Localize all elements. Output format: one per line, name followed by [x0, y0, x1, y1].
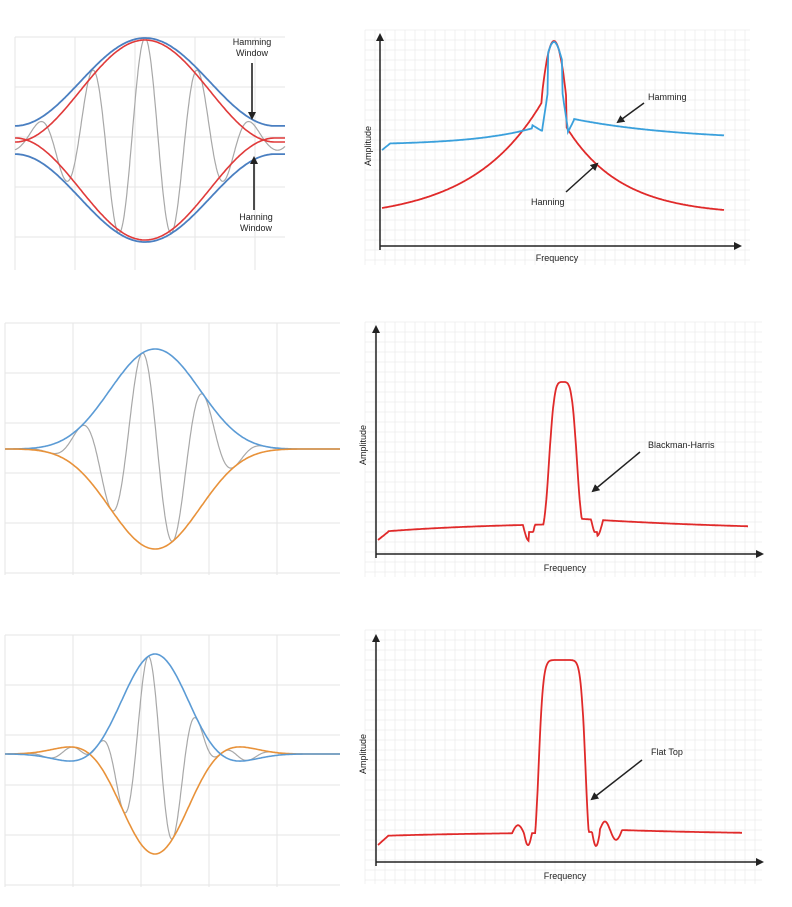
blackman-harris-spectrum-curve — [377, 381, 748, 543]
hanning-spectrum-curve — [381, 40, 725, 211]
windowed-sine-wave — [14, 37, 286, 234]
flat-top-spectrum-curve — [377, 659, 742, 848]
hanning-window-label-line1: Hanning — [239, 212, 273, 222]
blackman-harris-window-plot — [4, 322, 340, 575]
window-envelope-bottom — [5, 448, 340, 550]
window-envelope-top — [5, 348, 340, 450]
hamming-hanning-spectrum-plot: Amplitude Frequency Hamming Hanning — [363, 29, 750, 265]
hamming-window-label-line1: Hamming — [233, 37, 272, 47]
grid — [364, 29, 750, 265]
y-axis-label: Amplitude — [358, 425, 368, 465]
hamming-spectrum-curve — [381, 41, 725, 151]
hanning-callout-label: Hanning — [531, 197, 565, 207]
hamming-callout-arrow — [616, 102, 645, 124]
windowed-sine-wave — [5, 352, 340, 542]
hamming-envelope-top — [15, 37, 285, 127]
grid — [364, 321, 762, 577]
hamming-envelope-bottom — [15, 153, 285, 243]
hamming-hanning-window-plot: Hamming Window Hanning Window — [14, 36, 286, 270]
y-axis-label: Amplitude — [363, 126, 373, 166]
y-axis-label: Amplitude — [358, 734, 368, 774]
grid — [4, 634, 340, 887]
hamming-window-label-line2: Window — [236, 48, 269, 58]
windowed-sine-wave — [5, 655, 340, 840]
hamming-callout-label: Hamming — [648, 92, 687, 102]
hanning-envelope-bottom — [15, 137, 285, 241]
window-envelope-top — [5, 653, 340, 762]
hanning-window-label: Hanning Window — [239, 212, 273, 233]
grid — [4, 322, 340, 575]
x-axis-label: Frequency — [544, 871, 587, 881]
blackman-harris-callout-arrow — [591, 451, 641, 493]
grid — [14, 36, 285, 270]
x-axis-label: Frequency — [544, 563, 587, 573]
x-axis-label: Frequency — [536, 253, 579, 263]
flat-top-callout-arrow — [590, 759, 643, 801]
flat-top-spectrum-plot: Amplitude Frequency Flat Top — [358, 629, 764, 884]
hamming-window-label: Hamming Window — [233, 37, 272, 58]
hanning-callout-arrow — [565, 162, 599, 193]
hanning-window-label-line2: Window — [240, 223, 273, 233]
blackman-harris-spectrum-plot: Amplitude Frequency Blackman-Harris — [358, 321, 764, 577]
flat-top-callout-label: Flat Top — [651, 747, 683, 757]
hanning-envelope-top — [15, 39, 285, 143]
flat-top-window-plot — [4, 634, 340, 887]
grid — [364, 629, 762, 884]
window-envelope-bottom — [5, 746, 340, 855]
blackman-harris-callout-label: Blackman-Harris — [648, 440, 715, 450]
